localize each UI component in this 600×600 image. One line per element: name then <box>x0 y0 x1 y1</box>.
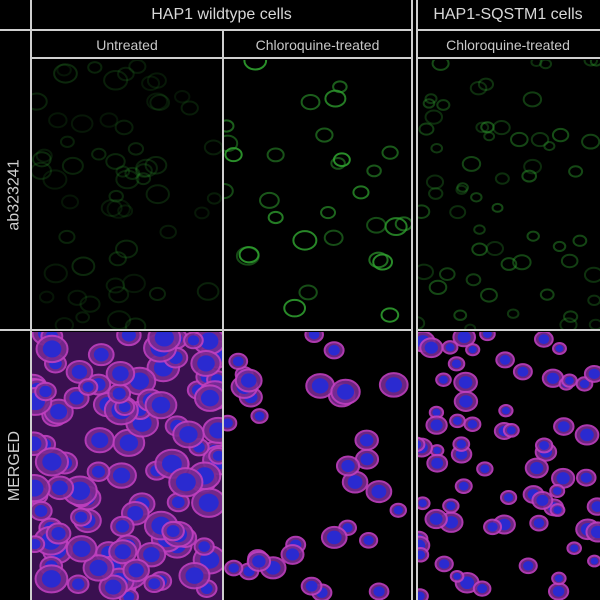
column-label-chloroquine-sqstm1: Chloroquine-treated <box>446 36 570 53</box>
divider <box>30 57 411 59</box>
image-wt-chloroquine-merged <box>224 332 411 600</box>
divider <box>0 329 411 331</box>
image-wt-untreated-green <box>32 60 222 329</box>
row-label-merged: MERGED <box>0 332 30 600</box>
image-wt-chloroquine-green <box>224 60 411 329</box>
row-label-text: ab323241 <box>6 158 23 231</box>
row-label-text: MERGED <box>6 430 24 502</box>
column-label-chloroquine-wt: Chloroquine-treated <box>255 36 380 53</box>
divider <box>0 29 411 31</box>
column-label-untreated: Untreated <box>96 36 158 53</box>
divider <box>416 29 600 31</box>
row-label-antibody: ab323241 <box>0 60 30 329</box>
header-hap1-wildtype: HAP1 wildtype cells <box>151 5 292 23</box>
divider <box>416 329 600 331</box>
divider <box>411 0 413 600</box>
divider <box>222 30 224 600</box>
divider <box>416 0 418 600</box>
divider <box>416 57 600 59</box>
divider <box>30 0 32 600</box>
header-hap1-sqstm1: HAP1-SQSTM1 cells <box>433 5 583 23</box>
image-sqstm1-chloroquine-merged <box>416 332 600 600</box>
image-sqstm1-chloroquine-green <box>416 60 600 329</box>
image-wt-untreated-merged <box>32 332 222 600</box>
